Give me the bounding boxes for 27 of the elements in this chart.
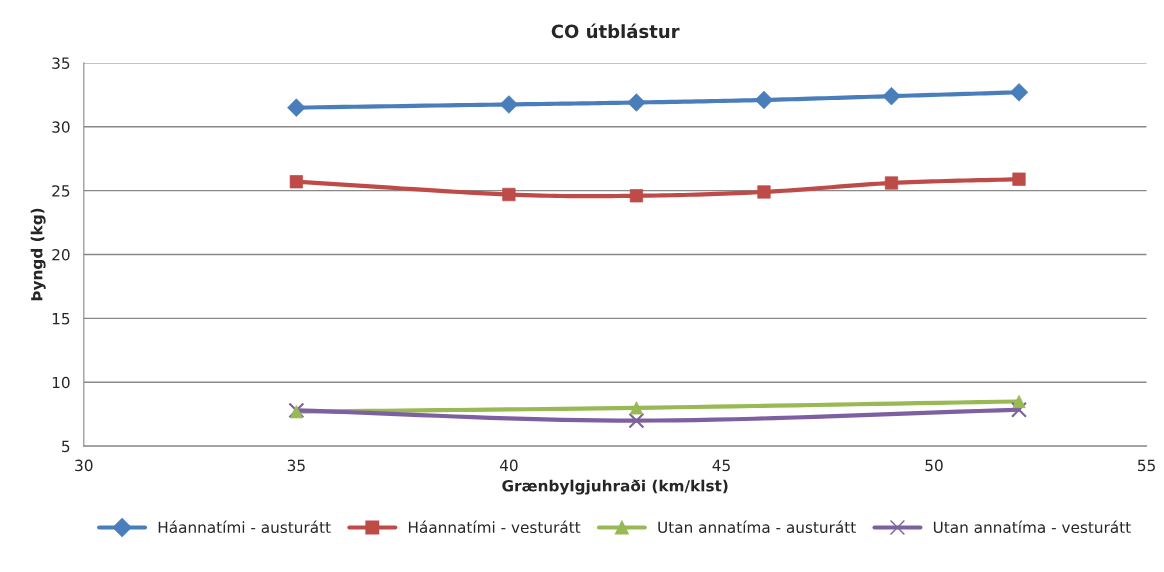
legend-label: Háannatími - austurátt bbox=[158, 520, 331, 534]
chart-title: CO útblástur bbox=[551, 23, 680, 39]
y-tick-label: 5 bbox=[62, 440, 70, 453]
point bbox=[499, 95, 519, 114]
x-tick-label: 40 bbox=[499, 459, 518, 472]
y-tick-label: 15 bbox=[52, 313, 70, 325]
point bbox=[628, 412, 645, 429]
legend-label: Utan annatíma - vesturátt bbox=[933, 520, 1131, 534]
x-tick-label: 50 bbox=[925, 459, 943, 472]
y-tick-label: 35 bbox=[52, 57, 70, 69]
x-tick-label: 30 bbox=[75, 459, 93, 472]
point bbox=[502, 187, 516, 202]
point bbox=[1012, 394, 1026, 409]
x-axis-title: Grænbylgjuhraði (km/klst) bbox=[502, 479, 728, 495]
point bbox=[289, 175, 303, 189]
y-tick-label: 25 bbox=[52, 185, 70, 197]
y-tick-label: 10 bbox=[52, 376, 70, 389]
y-tick-label: 30 bbox=[52, 121, 70, 133]
x-tick-label: 45 bbox=[712, 459, 730, 472]
point bbox=[882, 86, 901, 106]
y-tick-label: 20 bbox=[52, 249, 70, 261]
legend-label: Utan annatíma - austurátt bbox=[658, 520, 856, 534]
point bbox=[1011, 401, 1027, 418]
y-axis-title: Þyngd (kg) bbox=[30, 208, 46, 301]
x-tick-label: 35 bbox=[287, 459, 305, 472]
legend-label: Háannatími - vesturátt bbox=[408, 520, 581, 534]
x-tick-label: 55 bbox=[1138, 459, 1155, 472]
